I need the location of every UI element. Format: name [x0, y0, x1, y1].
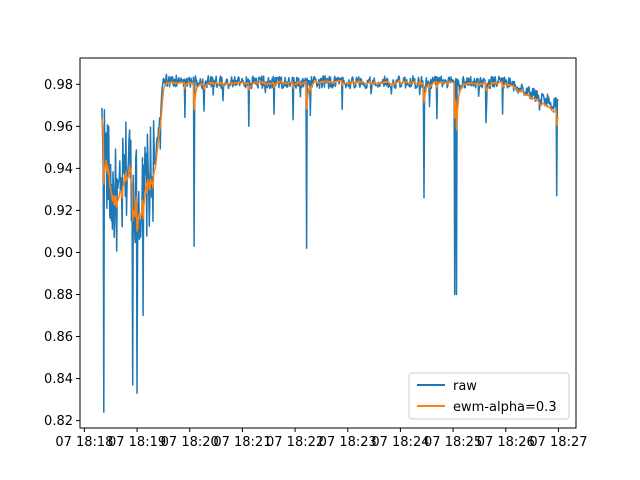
legend-label-ewm: ewm-alpha=0.3: [453, 400, 557, 415]
y-tick-label: 0.84: [44, 372, 73, 387]
y-tick-label: 0.98: [44, 78, 73, 93]
series-layer: [101, 73, 559, 413]
series-line-ewm: [101, 79, 559, 232]
y-tick-label: 0.96: [44, 120, 73, 135]
x-tick-label: 07 18:20: [161, 435, 219, 450]
x-tick-label: 07 18:26: [477, 435, 535, 450]
y-tick-label: 0.94: [44, 162, 73, 177]
y-axis: 0.82 0.84 0.86 0.88 0.90 0.92 0.94 0.96 0.98: [44, 78, 80, 429]
y-tick-label: 0.92: [44, 204, 73, 219]
y-tick-label: 0.90: [44, 246, 73, 261]
x-tick-label: 07 18:21: [213, 435, 271, 450]
y-tick-label: 0.86: [44, 330, 73, 345]
legend-label-raw: raw: [453, 379, 477, 394]
x-tick-label: 07 18:24: [371, 435, 429, 450]
y-tick-label: 0.82: [44, 414, 73, 429]
x-tick-label: 07 18:19: [108, 435, 166, 450]
x-tick-label: 07 18:18: [55, 435, 113, 450]
plot-area: [79, 57, 577, 429]
legend: raw ewm-alpha=0.3: [408, 372, 570, 420]
x-tick-label: 07 18:27: [529, 435, 587, 450]
y-tick-label: 0.88: [44, 288, 73, 303]
axes-frame: [79, 57, 577, 429]
x-tick-label: 07 18:25: [424, 435, 482, 450]
x-tick-label: 07 18:22: [266, 435, 324, 450]
legend-frame: [408, 372, 570, 420]
series-line-raw: [101, 73, 559, 413]
x-tick-label: 07 18:23: [319, 435, 377, 450]
